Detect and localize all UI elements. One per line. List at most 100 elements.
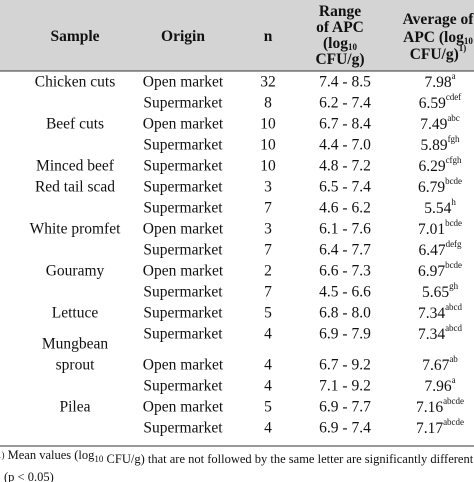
apc-mean: 5.54h	[424, 197, 456, 217]
significance-letters: a	[452, 71, 456, 81]
sample-count: 5	[264, 399, 272, 416]
apc-range: 6.6 - 7.3	[319, 263, 371, 280]
apc-mean: 7.01bcde	[418, 218, 462, 238]
sample-count: 32	[260, 74, 276, 91]
text-run: Sample	[50, 28, 99, 45]
origin: Supermarket	[143, 305, 223, 322]
significance-letters: fgh	[448, 134, 460, 144]
apc-range: 7.1 - 9.2	[319, 378, 371, 395]
origin: Supermarket	[143, 137, 223, 154]
column-header: Average of	[403, 11, 474, 28]
apc-range: 6.8 - 8.0	[319, 305, 371, 322]
mean-value: 5.65	[422, 284, 449, 301]
apc-range: 4.5 - 6.6	[319, 284, 371, 301]
text-run: of APC	[316, 19, 364, 36]
sample-name: Lettuce	[52, 305, 99, 322]
mean-value: 6.59	[419, 95, 446, 112]
text-run: CFU/g)	[315, 51, 364, 68]
significance-letters: ab	[449, 354, 458, 364]
sample-count: 10	[260, 116, 276, 133]
origin: Supermarket	[143, 200, 223, 217]
apc-range: 6.1 - 7.6	[319, 221, 371, 238]
sample-name: Beef cuts	[46, 116, 104, 133]
superscript: 1)	[0, 450, 5, 460]
apc-range: 7.4 - 8.5	[319, 74, 371, 91]
text-run: Average of	[403, 11, 474, 28]
text-run: Origin	[161, 28, 205, 45]
mean-value: 7.17	[416, 420, 443, 437]
origin: Supermarket	[143, 326, 223, 343]
sample-count: 10	[260, 158, 276, 175]
mean-value: 7.98	[424, 74, 451, 91]
footnote: (p < 0.05)	[4, 470, 54, 482]
sample-name: Gouramy	[46, 263, 105, 280]
significance-letters: abcde	[443, 417, 464, 427]
sample-name: Red tail scad	[35, 179, 115, 196]
sample-count: 4	[264, 357, 272, 374]
apc-mean: 6.79bcde	[418, 176, 462, 196]
mean-value: 6.47	[418, 242, 445, 259]
apc-mean: 6.59cdef	[419, 92, 462, 112]
mean-value: 7.49	[420, 116, 447, 133]
significance-letters: abc	[447, 113, 460, 123]
origin: Supermarket	[143, 158, 223, 175]
mean-value: 5.89	[420, 137, 447, 154]
sample-count: 5	[264, 305, 272, 322]
apc-range: 6.2 - 7.4	[319, 95, 371, 112]
sample-count: 7	[264, 284, 272, 301]
origin: Supermarket	[143, 420, 223, 437]
origin: Supermarket	[143, 95, 223, 112]
significance-letters: h	[451, 197, 456, 207]
apc-mean: 6.47defg	[418, 239, 462, 259]
origin: Supermarket	[143, 179, 223, 196]
origin: Supermarket	[143, 242, 223, 259]
apc-range: 6.9 - 7.7	[319, 399, 371, 416]
mean-value: 7.96	[424, 378, 451, 395]
text-run: APC (log	[403, 29, 464, 46]
apc-mean: 7.96a	[424, 375, 455, 395]
footnote: 1) Mean values (log10 CFU/g) that are no…	[0, 448, 474, 466]
apc-mean: 7.16abcde	[416, 396, 464, 416]
column-header: CFU/g)	[315, 51, 364, 68]
column-header: (log10	[323, 35, 357, 53]
origin: Open market	[143, 116, 224, 133]
apc-range: 6.7 - 9.2	[319, 357, 371, 374]
significance-letters: cdef	[446, 92, 462, 102]
origin: Open market	[143, 263, 224, 280]
apc-mean: 5.89fgh	[420, 134, 460, 154]
text-run: Mean values (log	[5, 448, 96, 462]
apc-mean: 7.34abcd	[418, 323, 463, 343]
origin: Open market	[143, 357, 224, 374]
apc-range: 6.9 - 7.4	[319, 420, 371, 437]
sample-name: Minced beef	[36, 158, 115, 175]
sample-count: 4	[264, 378, 272, 395]
sample-name: Mungbean	[42, 336, 109, 353]
apc-mean: 5.65gh	[422, 281, 459, 301]
sample-count: 4	[264, 420, 272, 437]
apc-mean: 6.29cfgh	[418, 155, 462, 175]
sample-count: 7	[264, 200, 272, 217]
sample-name: Pilea	[60, 399, 91, 416]
text-run: Range	[319, 3, 361, 20]
text-run: (log	[323, 35, 348, 52]
subscript: 10	[94, 454, 104, 464]
sample-name: sprout	[56, 357, 95, 374]
column-header: Origin	[161, 28, 205, 45]
apc-range: 6.5 - 7.4	[319, 179, 371, 196]
sample-count: 3	[264, 179, 272, 196]
sample-count: 3	[264, 221, 272, 238]
mean-value: 7.67	[422, 357, 449, 374]
apc-mean: 7.49abc	[420, 113, 460, 133]
apc-range: 4.6 - 6.2	[319, 200, 371, 217]
origin: Open market	[143, 399, 224, 416]
apc-mean: 7.17abcde	[416, 417, 464, 437]
apc-mean: 7.34abcd	[418, 302, 463, 322]
text-run: CFU/g)	[410, 46, 459, 63]
apc-range: 4.8 - 7.2	[319, 158, 371, 175]
significance-letters: a	[452, 375, 456, 385]
column-header: n	[264, 28, 273, 45]
origin: Open market	[143, 74, 224, 91]
sample-name: White promfet	[30, 221, 122, 238]
apc-range: 6.4 - 7.7	[319, 242, 371, 259]
